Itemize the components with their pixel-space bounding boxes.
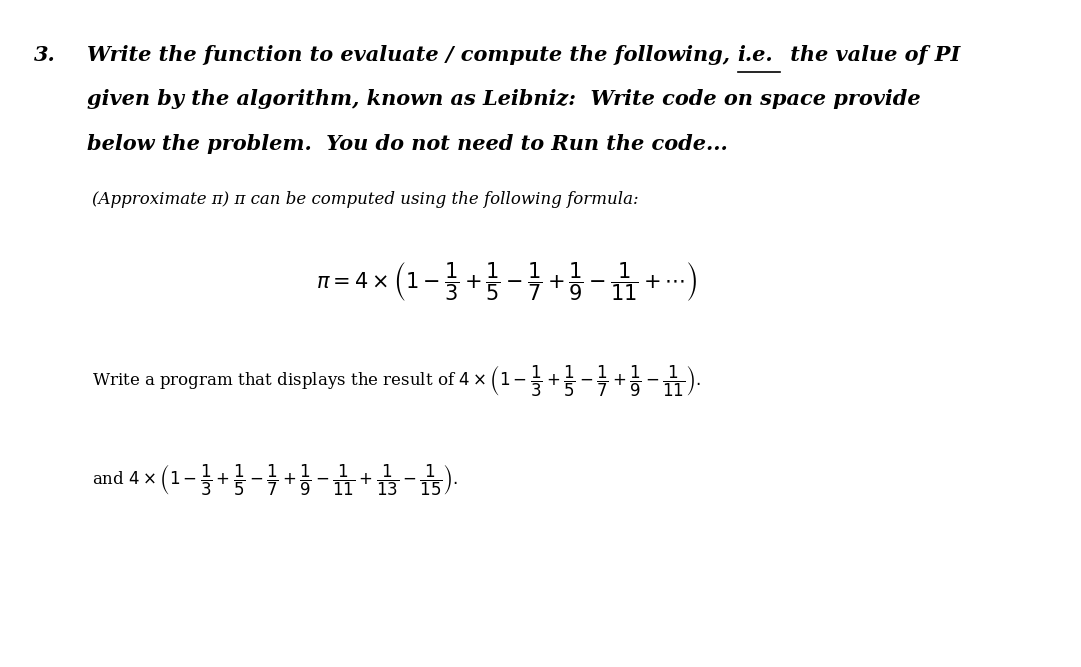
Text: Write the function to evaluate / compute the following,: Write the function to evaluate / compute…	[88, 45, 737, 65]
Text: given by the algorithm, known as Leibniz:  Write code on space provide: given by the algorithm, known as Leibniz…	[88, 89, 921, 109]
Text: i.e.: i.e.	[737, 45, 773, 65]
Text: and $4 \times \left(1 - \dfrac{1}{3} + \dfrac{1}{5} - \dfrac{1}{7} + \dfrac{1}{9: and $4 \times \left(1 - \dfrac{1}{3} + \…	[92, 463, 458, 498]
Text: Write a program that displays the result of $4 \times \left(1 - \dfrac{1}{3} + \: Write a program that displays the result…	[92, 364, 702, 399]
Text: the value of PI: the value of PI	[783, 45, 960, 65]
Text: $\pi = 4 \times \left(1 - \dfrac{1}{3} + \dfrac{1}{5} - \dfrac{1}{7} + \dfrac{1}: $\pi = 4 \times \left(1 - \dfrac{1}{3} +…	[316, 260, 697, 303]
Text: 3.: 3.	[34, 45, 55, 65]
Text: below the problem.  You do not need to Run the code...: below the problem. You do not need to Ru…	[88, 134, 729, 154]
Text: (Approximate π) π can be computed using the following formula:: (Approximate π) π can be computed using …	[92, 191, 639, 207]
